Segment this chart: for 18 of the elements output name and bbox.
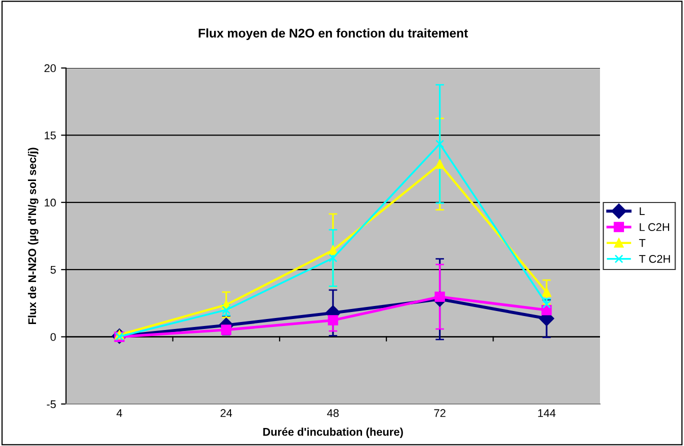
y-tick-label: -5: [46, 400, 56, 408]
legend-label: L C2H: [640, 223, 670, 232]
chart-title: Flux moyen de N2O en fonction du traitement: [198, 28, 468, 40]
y-tick-label: 15: [44, 132, 56, 140]
legend-label: L: [640, 207, 645, 216]
x-tick-label: 72: [434, 409, 446, 417]
x-tick-label: 4: [116, 409, 122, 417]
legend-label: T C2H: [639, 254, 670, 263]
legend-label: T: [639, 239, 646, 247]
y-tick-label: 0: [50, 333, 56, 341]
y-tick-label: 10: [44, 198, 56, 207]
y-tick-label: 5: [50, 266, 56, 274]
x-tick-label: 48: [327, 409, 339, 418]
x-tick-label: 24: [220, 409, 232, 417]
y-tick-label: 20: [44, 64, 56, 72]
x-axis-title: Durée d'incubation (heure): [263, 428, 403, 438]
x-tick-label: 144: [538, 409, 556, 417]
y-axis-title: Flux de N-N2O (µg d'N/g sol sec/j): [28, 148, 38, 324]
